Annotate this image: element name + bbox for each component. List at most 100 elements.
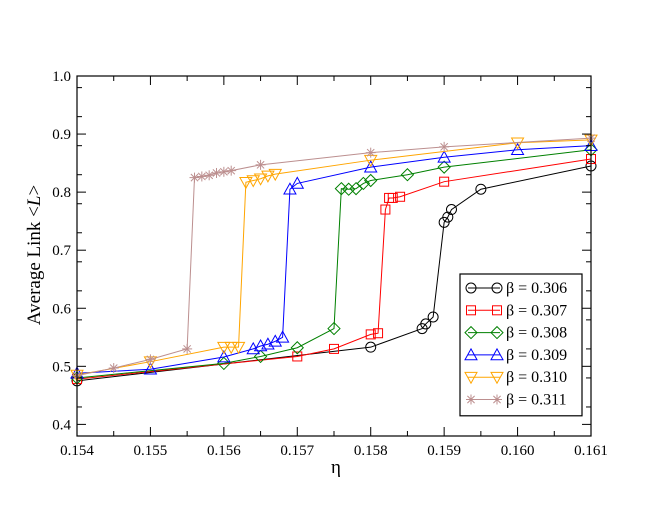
data-point-3-7 (341, 182, 356, 196)
y-tick-label: 0.4 (52, 417, 71, 433)
x-tick-label: 0.156 (207, 443, 241, 459)
data-point-5-8 (253, 173, 268, 186)
data-point-5-4 (224, 341, 239, 355)
legend-marker-left (464, 325, 478, 340)
legend-label: β = 0.308 (506, 325, 567, 342)
data-point-4-3 (217, 350, 231, 363)
x-tick-label: 0.155 (134, 443, 168, 459)
data-point-6-4 (182, 343, 193, 354)
legend-marker-left (464, 347, 478, 361)
data-point-5-12 (510, 137, 525, 150)
legend-box (459, 273, 583, 417)
data-point-1-5 (427, 311, 439, 323)
series-layer (70, 133, 598, 387)
data-point-3-5 (327, 321, 341, 336)
y-tick-label: 0.8 (52, 185, 71, 201)
x-tick-label: 0.154 (60, 443, 94, 459)
data-point-1-7 (442, 211, 454, 223)
x-tick-label: 0.160 (501, 443, 535, 459)
y-tick-label: 0.9 (52, 127, 71, 143)
data-point-6-3 (145, 354, 156, 365)
data-point-2-2 (292, 351, 303, 362)
data-point-2-4 (365, 329, 376, 340)
data-point-2-10 (439, 176, 450, 187)
data-point-1-9 (475, 183, 487, 195)
data-point-2-6 (380, 204, 391, 215)
data-point-1-8 (445, 204, 457, 216)
legend-label: β = 0.306 (506, 280, 567, 297)
legend-marker-left (466, 394, 476, 405)
series-line-2 (76, 158, 592, 380)
y-tick-label: 0.5 (52, 359, 71, 375)
data-point-6-6 (196, 171, 207, 182)
series-line-6 (76, 137, 592, 377)
data-point-1-2 (365, 341, 377, 353)
data-point-3-9 (356, 176, 371, 191)
legend-entry-3: β = 0.308 (464, 325, 567, 342)
data-point-6-8 (211, 167, 222, 178)
data-point-5-3 (217, 341, 231, 355)
data-point-6-2 (108, 363, 119, 374)
data-point-3-3 (253, 349, 268, 364)
y-tick-label: 0.6 (52, 301, 71, 317)
legend-label: β = 0.311 (506, 392, 567, 409)
x-axis-title: η (331, 457, 341, 478)
series-line-4 (76, 145, 592, 374)
data-point-3-4 (290, 341, 304, 355)
legend-marker-right (490, 371, 504, 385)
y-axis-title-prefix: Average Link < (24, 206, 45, 325)
legend-entry-4: β = 0.309 (464, 347, 567, 364)
y-tick-label: 1.0 (52, 69, 71, 85)
data-point-6-11 (255, 159, 266, 170)
legend-entry-6: β = 0.311 (466, 392, 567, 409)
data-point-4-10 (290, 176, 305, 189)
data-point-3-12 (437, 160, 451, 174)
legend-marker-right (491, 282, 503, 294)
data-point-5-7 (246, 175, 261, 188)
data-point-6-13 (439, 141, 450, 152)
data-point-5-10 (268, 168, 283, 182)
series-line-5 (76, 139, 592, 376)
data-point-5-5 (231, 341, 246, 355)
data-point-6-9 (218, 166, 229, 177)
legend-entry-5: β = 0.310 (464, 369, 567, 386)
data-point-4-12 (437, 150, 451, 163)
y-axis-title-var: L (24, 196, 45, 208)
y-tick-label: 0.7 (52, 243, 71, 259)
legend-marker-left (465, 282, 477, 294)
legend-marker-right (490, 347, 504, 361)
series-4 (70, 138, 598, 379)
legend-marker-right (492, 305, 502, 316)
legend-marker-right (492, 394, 502, 405)
axes-layer: 0.154 0.155 0.156 0.157 0.158 0.159 0.160 0.161… (52, 69, 608, 459)
data-point-6-12 (365, 147, 376, 158)
data-point-1-4 (420, 318, 432, 330)
data-point-2-8 (387, 192, 398, 203)
legend-entry-1: β = 0.306 (465, 280, 567, 297)
legend-marker-left (464, 371, 478, 385)
data-point-4-7 (268, 334, 283, 347)
data-point-4-11 (363, 160, 378, 173)
series-line-1 (76, 165, 592, 382)
data-point-6-7 (204, 170, 215, 181)
series-line-3 (76, 149, 592, 379)
data-point-4-13 (510, 142, 525, 156)
data-point-6-5 (189, 172, 200, 183)
legend-label: β = 0.307 (506, 302, 567, 319)
data-point-3-11 (400, 168, 415, 182)
legend-marker-right (490, 325, 504, 340)
legend-marker-left (466, 305, 476, 316)
data-point-3-10 (364, 173, 378, 188)
x-tick-label: 0.157 (280, 443, 314, 459)
legend: β = 0.306 β = 0.307 β = 0.308 β = 0.309 β = … (459, 273, 583, 417)
y-axis-title-suffix: > (24, 185, 45, 196)
series-2 (72, 154, 596, 385)
legend-entry-2: β = 0.307 (466, 302, 567, 319)
data-point-5-6 (239, 176, 253, 190)
data-point-6-10 (226, 165, 237, 176)
y-axis-title: Average Link <L> (24, 185, 45, 325)
legend-label: β = 0.310 (506, 369, 567, 386)
legend-label: β = 0.309 (506, 347, 567, 364)
data-point-4-8 (275, 330, 290, 343)
